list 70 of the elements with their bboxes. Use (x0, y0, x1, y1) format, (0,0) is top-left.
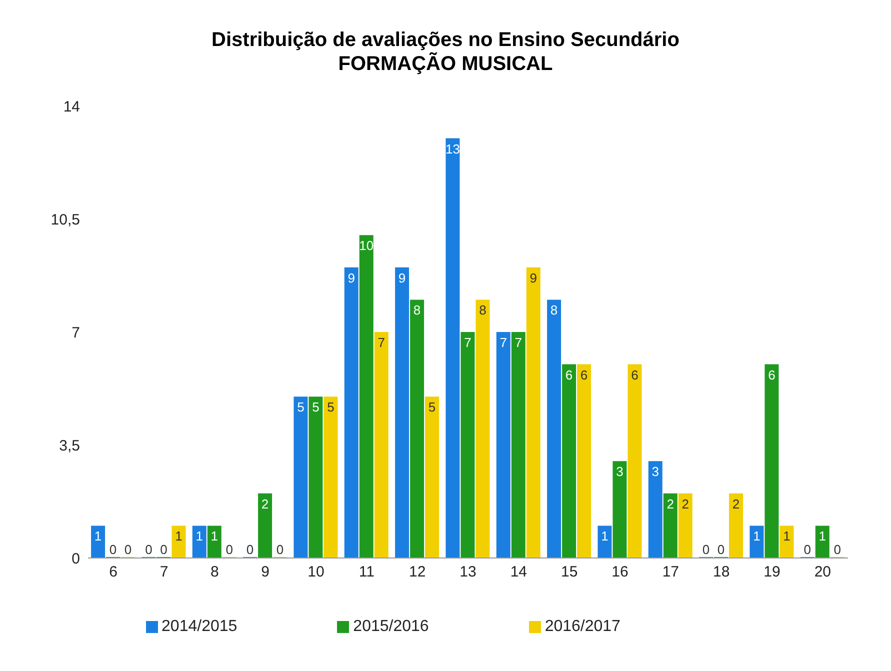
data-label: 1 (94, 528, 102, 544)
y-tick-label: 14 (63, 98, 80, 116)
data-label: 6 (565, 367, 573, 382)
data-label: 1 (783, 528, 790, 544)
x-tick-label: 12 (408, 564, 426, 581)
data-label: 9 (348, 270, 355, 286)
data-label: 5 (428, 400, 436, 415)
data-label: 5 (312, 400, 320, 415)
x-tick-label: 13 (460, 564, 476, 581)
chart-subtitle: FORMAÇÃO MUSICAL (337, 52, 554, 76)
data-label: 9 (398, 270, 406, 286)
data-label: 5 (297, 400, 304, 415)
data-label: 0 (226, 542, 233, 557)
data-label: 0 (834, 542, 841, 557)
data-label: 0 (717, 542, 725, 557)
x-tick-label: 7 (160, 564, 168, 581)
data-label: 2 (682, 496, 689, 512)
data-label: 6 (580, 367, 588, 382)
y-tick-label: 3,5 (59, 437, 80, 454)
data-label: 0 (702, 542, 710, 557)
data-label: 0 (160, 542, 168, 557)
data-label: 1 (753, 528, 760, 544)
data-label: 0 (109, 542, 117, 557)
data-label: 9 (530, 270, 537, 286)
x-tick-label: 14 (510, 564, 528, 581)
data-label: 1 (210, 528, 218, 544)
data-label: 0 (804, 542, 811, 557)
data-label: 7 (514, 335, 522, 350)
x-tick-label: 10 (308, 564, 324, 581)
chart-title: Distribuição de avaliações no Ensino Secundário (210, 28, 680, 52)
data-label: 13 (445, 141, 460, 156)
data-label: 7 (500, 335, 507, 350)
data-label: 1 (818, 528, 826, 544)
data-label: 2 (666, 496, 674, 512)
x-tick-label: 20 (814, 564, 832, 581)
data-label: 10 (359, 238, 374, 254)
data-label: 1 (196, 528, 203, 544)
x-tick-label: 19 (764, 564, 780, 581)
data-label: 2 (732, 496, 740, 512)
x-tick-label: 9 (261, 564, 270, 581)
data-label: 0 (124, 542, 132, 557)
data-label: 7 (378, 335, 385, 350)
data-label: 6 (768, 367, 776, 382)
x-tick-label: 8 (210, 564, 219, 581)
data-label: 1 (175, 528, 182, 544)
legend-label: 2014/2015 (162, 618, 238, 635)
data-label: 8 (550, 302, 558, 318)
x-tick-label: 17 (662, 564, 680, 581)
x-tick-label: 6 (109, 564, 118, 581)
legend-label: 2016/2017 (544, 618, 620, 635)
data-label: 0 (145, 542, 152, 557)
data-label: 3 (652, 464, 659, 480)
y-tick-label: 10,5 (50, 211, 80, 228)
data-label: 0 (246, 542, 254, 557)
x-tick-label: 18 (712, 564, 730, 581)
x-tick-label: 16 (612, 564, 628, 581)
x-tick-label: 15 (560, 564, 578, 581)
data-label: 5 (327, 400, 334, 415)
data-label: 2 (261, 496, 269, 512)
data-label: 8 (479, 302, 486, 318)
data-label: 6 (631, 367, 638, 382)
y-tick-label: 0 (72, 550, 80, 568)
data-label: 1 (601, 528, 608, 544)
data-label: 7 (464, 335, 472, 350)
legend-label: 2015/2016 (353, 618, 429, 635)
data-label: 3 (616, 464, 624, 480)
y-tick-label: 7 (72, 324, 80, 342)
data-label: 8 (413, 302, 421, 318)
data-label: 0 (276, 542, 284, 557)
x-tick-label: 11 (358, 564, 374, 581)
